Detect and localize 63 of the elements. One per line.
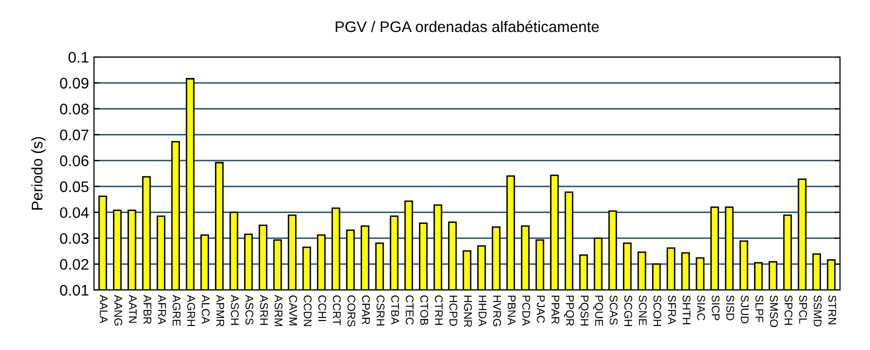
x-tick-label: SICP [712, 295, 720, 320]
y-tick-label: 0.07 [60, 130, 88, 140]
x-tick-label: SCGH [624, 295, 632, 326]
x-tick-label: SPCH [784, 295, 792, 325]
x-tick-label: AFBR [144, 294, 152, 324]
y-tick-label: 0.1 [68, 52, 88, 63]
x-tick-label: SHTH [682, 295, 690, 324]
x-tick-label: SSMD [814, 295, 822, 326]
x-tick-label: CTOB [420, 295, 428, 325]
x-tick-label: PPQR [564, 296, 574, 326]
x-tick-label: CSRH [376, 295, 384, 326]
x-tick-label: CAVM [289, 295, 298, 326]
y-tick-label: 0.02 [60, 258, 88, 270]
x-tick-label: AFRA [158, 294, 166, 324]
chart-title: PGV / PGA ordenadas alfabéticamente [336, 20, 599, 32]
y-axis-title: Periodo (s) [31, 137, 46, 210]
x-tick-label: ASCH [230, 294, 239, 325]
x-tick-label: PBNA [508, 296, 516, 326]
x-tick-label: SFRA [668, 295, 676, 324]
x-tick-label: PQSH [578, 296, 588, 326]
x-tick-label: CCRT [332, 295, 341, 326]
x-tick-label: HCPD [449, 296, 458, 326]
x-tick-label: SCNE [638, 295, 647, 326]
x-tick-label: ALCA [202, 294, 210, 324]
x-tick-label: HGNR [464, 296, 472, 328]
x-tick-label: CORS [347, 295, 356, 326]
x-tick-label: HHDA [478, 296, 486, 326]
y-tick-label: 0.06 [60, 155, 88, 166]
x-tick-label: CTRH [434, 295, 443, 325]
x-tick-label: STRN [828, 295, 836, 324]
y-tick-label: 0.05 [60, 181, 88, 192]
x-tick-label: PJAC [536, 296, 545, 323]
x-tick-label: PPAR [552, 296, 560, 324]
y-tick-label: 0.01 [60, 284, 88, 296]
x-tick-label: PQUE [593, 296, 604, 326]
x-tick-label: APMR [216, 294, 224, 326]
x-tick-label: SJUD [740, 295, 749, 324]
x-tick-label: SPCL [799, 295, 808, 324]
x-tick-label: CTBA [391, 295, 400, 324]
x-tick-label: AANG [114, 294, 122, 326]
x-tick-label: SLPF [755, 295, 764, 322]
x-tick-label: CCDN [304, 295, 312, 326]
x-tick-label: SCOH [653, 295, 662, 326]
x-tick-label: SMSO [770, 295, 778, 328]
x-tick-label: ASRH [260, 294, 268, 325]
y-tick-label: 0.03 [60, 233, 88, 244]
x-tick-label: HVRG [493, 296, 502, 326]
x-tick-label: ASRM [274, 294, 282, 326]
x-tick-label: AATN [129, 294, 137, 323]
x-tick-label: AGRH [187, 294, 196, 326]
y-tick-label: 0.04 [60, 207, 89, 218]
x-tick-label: SISD [726, 295, 734, 320]
x-tick-label: SCAS [610, 295, 618, 325]
x-tick-label: ASCS [245, 294, 254, 325]
y-tick-label: 0.08 [60, 104, 88, 114]
x-tick-label: CCHI [318, 295, 326, 321]
y-tick-label: 0.09 [60, 78, 88, 89]
x-tick-label: CTEC [406, 295, 414, 325]
x-tick-label: SIAC [697, 295, 706, 320]
x-tick-label: AGRE [172, 294, 180, 326]
x-tick-label: CPAR [362, 295, 370, 324]
x-tick-label: AALA [100, 294, 108, 324]
x-tick-label: PCDA [522, 296, 530, 326]
